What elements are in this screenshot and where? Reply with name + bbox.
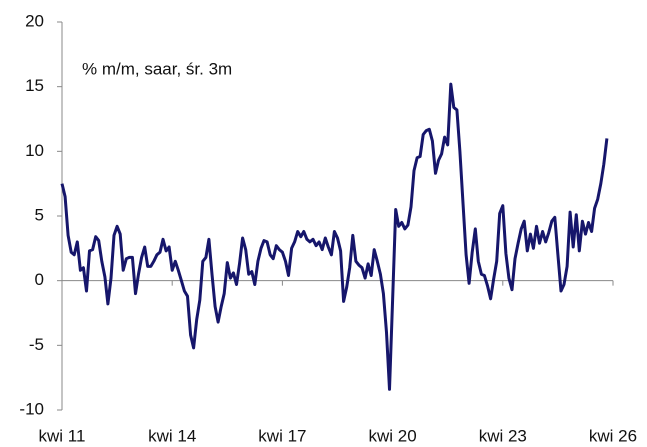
y-tick-label: -10 [19, 399, 44, 418]
x-tick-label: kwi 20 [369, 426, 417, 445]
annotation: % m/m, saar, śr. 3m [82, 59, 232, 78]
x-tick-label: kwi 23 [479, 426, 527, 445]
y-tick-label: 20 [25, 11, 44, 30]
y-tick-label: 15 [25, 76, 44, 95]
y-tick-label: 10 [25, 141, 44, 160]
x-tick-label: kwi 17 [258, 426, 306, 445]
y-tick-label: 0 [35, 270, 44, 289]
x-tick-label: kwi 26 [589, 426, 637, 445]
y-tick-label: -5 [29, 335, 44, 354]
x-tick-label: kwi 14 [148, 426, 196, 445]
y-tick-label: 5 [35, 205, 44, 224]
data-line [60, 82, 609, 391]
x-tick-label: kwi 11 [39, 426, 86, 445]
